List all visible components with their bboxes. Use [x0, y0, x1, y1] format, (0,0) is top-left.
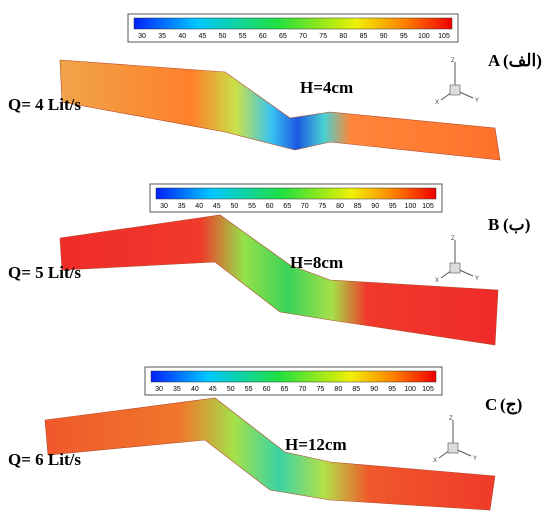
colorbar-tick: 85 — [360, 33, 368, 40]
colorbar-tick: 50 — [227, 386, 235, 393]
colorbar-tick: 45 — [213, 203, 221, 210]
height-label: H=12cm — [285, 435, 347, 454]
colorbar-tick: 30 — [155, 386, 163, 393]
triad-cube — [448, 443, 458, 453]
colorbar-tick: 75 — [317, 386, 325, 393]
colorbar-tick: 45 — [209, 386, 217, 393]
colorbar-tick: 75 — [319, 33, 327, 40]
colorbar-tick: 45 — [199, 33, 207, 40]
panel-letter: B — [488, 215, 499, 234]
surface — [60, 60, 500, 160]
colorbar-tick: 40 — [178, 33, 186, 40]
height-label: H=4cm — [300, 78, 353, 97]
colorbar-tick: 105 — [438, 33, 450, 40]
panel-persian: (الف) — [503, 51, 542, 70]
colorbar-tick: 65 — [281, 386, 289, 393]
colorbar-tick: 100 — [405, 203, 417, 210]
colorbar — [134, 18, 452, 29]
panel-persian: (ب) — [503, 215, 530, 234]
discharge: Q= 4 Lit/s — [8, 95, 81, 114]
colorbar-tick: 35 — [173, 386, 181, 393]
triad-label: X — [433, 458, 437, 464]
colorbar-tick: 35 — [158, 33, 166, 40]
colorbar-tick: 55 — [245, 386, 253, 393]
panel-letter: A — [488, 51, 501, 70]
colorbar-tick: 105 — [422, 203, 434, 210]
colorbar-tick: 80 — [336, 203, 344, 210]
colorbar-tick: 60 — [266, 203, 274, 210]
colorbar-tick: 80 — [339, 33, 347, 40]
triad-cube — [450, 85, 460, 95]
colorbar-tick: 100 — [418, 33, 430, 40]
triad-label: X — [435, 100, 439, 106]
height-label: H=8cm — [290, 253, 343, 272]
colorbar-tick: 95 — [400, 33, 408, 40]
colorbar-tick: 80 — [334, 386, 342, 393]
colorbar-tick: 65 — [283, 203, 291, 210]
triad-label: Y — [475, 276, 479, 282]
colorbar-tick: 50 — [231, 203, 239, 210]
discharge: Q= 5 Lit/s — [8, 263, 81, 282]
colorbar-tick: 85 — [352, 386, 360, 393]
colorbar-tick: 85 — [354, 203, 362, 210]
colorbar-tick: 70 — [299, 386, 307, 393]
colorbar-tick: 40 — [195, 203, 203, 210]
triad-label: X — [435, 278, 439, 284]
panel-letter: C — [485, 395, 497, 414]
colorbar-tick: 35 — [178, 203, 186, 210]
surface — [45, 398, 495, 510]
colorbar-tick: 30 — [138, 33, 146, 40]
colorbar-tick: 40 — [191, 386, 199, 393]
colorbar-tick: 55 — [248, 203, 256, 210]
colorbar-tick: 90 — [370, 386, 378, 393]
triad-label: Y — [473, 456, 477, 462]
triad-label: Z — [451, 58, 455, 64]
triad-cube — [450, 263, 460, 273]
figure: 30 35 40 45 50 55 60 65 70 75 80 85 90 95 100 105 A(الف)… — [0, 0, 554, 518]
colorbar-tick: 70 — [299, 33, 307, 40]
colorbar-tick: 60 — [259, 33, 267, 40]
colorbar — [151, 371, 436, 382]
discharge: Q= 6 Lit/s — [8, 450, 81, 469]
colorbar-tick: 65 — [279, 33, 287, 40]
colorbar-tick: 90 — [380, 33, 388, 40]
colorbar-tick: 50 — [219, 33, 227, 40]
colorbar-tick: 70 — [301, 203, 309, 210]
colorbar-tick: 30 — [160, 203, 168, 210]
colorbar-tick: 90 — [371, 203, 379, 210]
surface — [60, 215, 498, 345]
colorbar — [156, 188, 436, 199]
triad-label: Z — [451, 236, 455, 242]
colorbar-tick: 60 — [263, 386, 271, 393]
colorbar-tick: 95 — [388, 386, 396, 393]
colorbar-tick: 75 — [319, 203, 327, 210]
triad-label: Z — [449, 416, 453, 422]
triad-label: Y — [475, 98, 479, 104]
colorbar-tick: 105 — [422, 386, 434, 393]
colorbar-tick: 95 — [389, 203, 397, 210]
panel-persian: (ج) — [500, 395, 522, 415]
colorbar-tick: 100 — [404, 386, 416, 393]
colorbar-tick: 55 — [239, 33, 247, 40]
